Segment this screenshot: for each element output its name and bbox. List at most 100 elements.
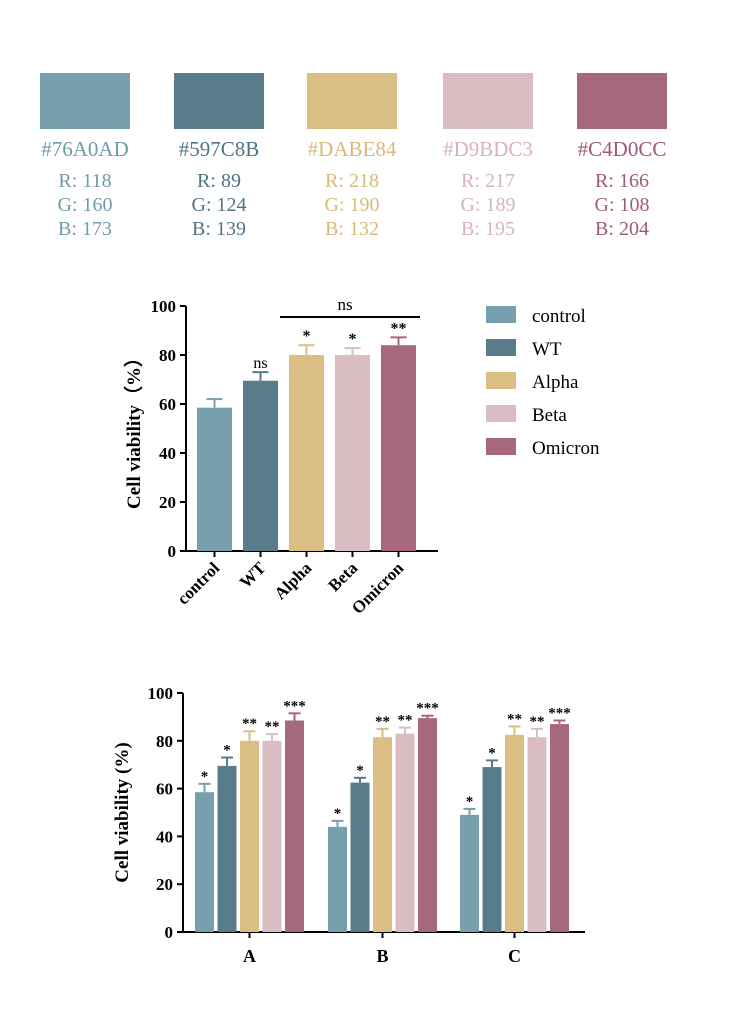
swatch-r-label: R: 218 [325, 170, 379, 192]
significance-label: * [349, 331, 357, 348]
x-tick-label: Beta [325, 558, 362, 595]
bar-b-wt [350, 782, 370, 932]
legend-swatch [486, 372, 516, 389]
bar-c-omicron [550, 724, 569, 932]
legend-label: control [532, 306, 586, 327]
swatch-g-label: G: 124 [191, 194, 247, 216]
swatch-2: #597C8B R: 89 G: 124 B: 139 [174, 73, 264, 240]
significance-label: *** [416, 701, 439, 717]
bar-c-alpha [505, 734, 524, 932]
swatch-g-label: G: 189 [460, 194, 516, 216]
swatch-r-label: R: 89 [197, 170, 241, 192]
y-axis-label: Cell viability (%) [112, 742, 133, 882]
legend-swatch [486, 438, 516, 455]
swatch-hex-label: #597C8B [178, 137, 260, 161]
significance-label: * [334, 806, 342, 822]
bar-b-control [328, 826, 347, 932]
significance-label: * [356, 763, 364, 779]
bar-omicron [381, 345, 416, 551]
y-tick-label: 20 [159, 493, 176, 512]
bar-b-beta [395, 733, 415, 932]
significance-label: * [488, 745, 496, 761]
swatch-color-box [443, 73, 533, 129]
bar-a-control [195, 792, 214, 932]
bar-beta [335, 355, 370, 551]
significance-label: ** [507, 711, 522, 727]
bar-alpha [289, 355, 324, 551]
significance-label: * [223, 743, 231, 759]
y-tick-label: 20 [156, 875, 173, 894]
significance-label: * [303, 328, 311, 345]
bar-c-control [460, 814, 479, 932]
bar-wt [243, 380, 278, 551]
significance-label: * [466, 794, 474, 810]
swatch-color-box [307, 73, 397, 129]
swatch-color-box [174, 73, 264, 129]
x-tick-label: control [173, 558, 223, 608]
swatch-g-label: G: 108 [594, 194, 650, 216]
swatch-b-label: B: 132 [325, 218, 379, 240]
swatch-3: #DABE84 R: 218 G: 190 B: 132 [307, 73, 397, 240]
bar-b-alpha [373, 737, 392, 932]
legend-swatch [486, 306, 516, 323]
significance-label: ** [398, 713, 413, 729]
bar-a-wt [217, 765, 237, 932]
bar-a-alpha [240, 740, 259, 932]
legend-swatch [486, 405, 516, 422]
swatch-b-label: B: 195 [461, 218, 515, 240]
chart-cell-viability-variants: 0 20 40 60 80 100 Cell viability（%） control WT ns… [122, 295, 600, 618]
x-tick-label: Alpha [270, 558, 315, 603]
swatch-1: #76A0AD R: 118 G: 160 B: 173 [40, 73, 130, 240]
swatch-5: #C4D0CC R: 166 G: 108 B: 204 [577, 73, 667, 240]
swatch-4: #D9BDC3 R: 217 G: 189 B: 195 [443, 73, 533, 240]
x-tick-label: C [508, 946, 521, 966]
y-axis-label: Cell viability（%） [122, 348, 145, 509]
swatch-b-label: B: 204 [595, 218, 649, 240]
swatch-hex-label: #DABE84 [307, 137, 397, 161]
x-tick-label: WT [236, 558, 270, 592]
significance-label: ns [253, 355, 267, 372]
y-tick-label: 0 [165, 923, 174, 942]
bar-a-beta [262, 740, 282, 932]
legend-label: Beta [532, 405, 567, 426]
swatch-hex-label: #C4D0CC [577, 137, 667, 161]
y-tick-label: 40 [156, 827, 173, 846]
bracket-label: ns [337, 295, 352, 314]
swatch-r-label: R: 217 [461, 170, 515, 192]
swatch-hex-label: #76A0AD [41, 137, 129, 161]
swatch-g-label: G: 190 [324, 194, 380, 216]
x-tick-label: Omicron [348, 558, 408, 618]
swatch-color-box [40, 73, 130, 129]
legend-swatch [486, 339, 516, 356]
y-tick-label: 40 [159, 444, 176, 463]
bar-b-omicron [418, 718, 437, 932]
bar-control [197, 407, 232, 551]
legend-label: WT [532, 339, 562, 360]
y-tick-label: 80 [159, 346, 176, 365]
y-tick-label: 0 [168, 542, 177, 561]
significance-label: *** [548, 705, 571, 721]
swatch-g-label: G: 160 [57, 194, 113, 216]
y-tick-label: 100 [151, 297, 177, 316]
swatch-hex-label: #D9BDC3 [443, 137, 533, 161]
significance-label: *** [283, 698, 306, 714]
swatch-b-label: B: 139 [192, 218, 246, 240]
significance-label: ** [242, 716, 257, 732]
significance-label: * [201, 769, 209, 785]
significance-label: ** [391, 320, 407, 337]
x-tick-label: A [243, 946, 256, 966]
bar-a-omicron [285, 720, 304, 932]
significance-label: ** [375, 714, 390, 730]
y-tick-label: 60 [159, 395, 176, 414]
y-tick-label: 60 [156, 780, 173, 799]
significance-label: ** [265, 719, 280, 735]
significance-label: ** [530, 714, 545, 730]
color-palette: #76A0AD R: 118 G: 160 B: 173 #597C8B R: 89 G: … [0, 0, 739, 250]
bar-c-wt [482, 767, 502, 932]
swatch-r-label: R: 118 [58, 170, 112, 192]
bar-c-beta [527, 737, 547, 932]
legend-label: Alpha [532, 372, 579, 393]
y-tick-label: 100 [148, 684, 174, 703]
x-tick-label: B [376, 946, 388, 966]
